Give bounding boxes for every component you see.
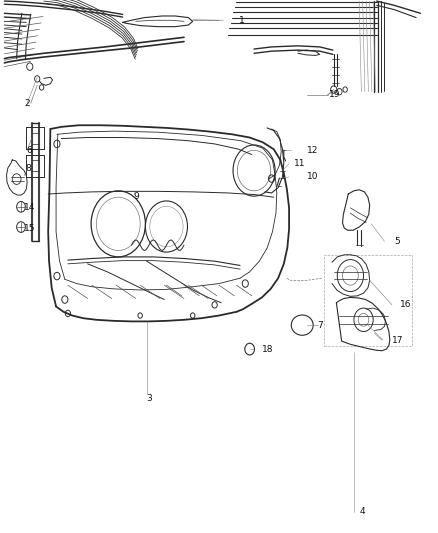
Text: 2: 2 xyxy=(24,99,30,108)
Text: 3: 3 xyxy=(147,394,152,403)
Text: 1: 1 xyxy=(239,16,244,25)
Bar xyxy=(324,255,412,346)
Text: 15: 15 xyxy=(24,224,35,232)
Text: 6: 6 xyxy=(26,146,32,155)
Text: 17: 17 xyxy=(392,336,403,344)
Text: 4: 4 xyxy=(359,507,365,516)
Text: 5: 5 xyxy=(394,237,400,246)
Text: 14: 14 xyxy=(24,204,35,212)
Text: 8: 8 xyxy=(25,165,31,173)
Text: 7: 7 xyxy=(318,321,323,329)
Text: 12: 12 xyxy=(307,146,318,155)
Text: 9: 9 xyxy=(134,192,139,200)
Text: 16: 16 xyxy=(399,301,411,309)
Text: 11: 11 xyxy=(294,159,306,168)
Text: 19: 19 xyxy=(328,91,340,99)
Text: 10: 10 xyxy=(307,173,318,181)
Text: 18: 18 xyxy=(262,345,273,353)
